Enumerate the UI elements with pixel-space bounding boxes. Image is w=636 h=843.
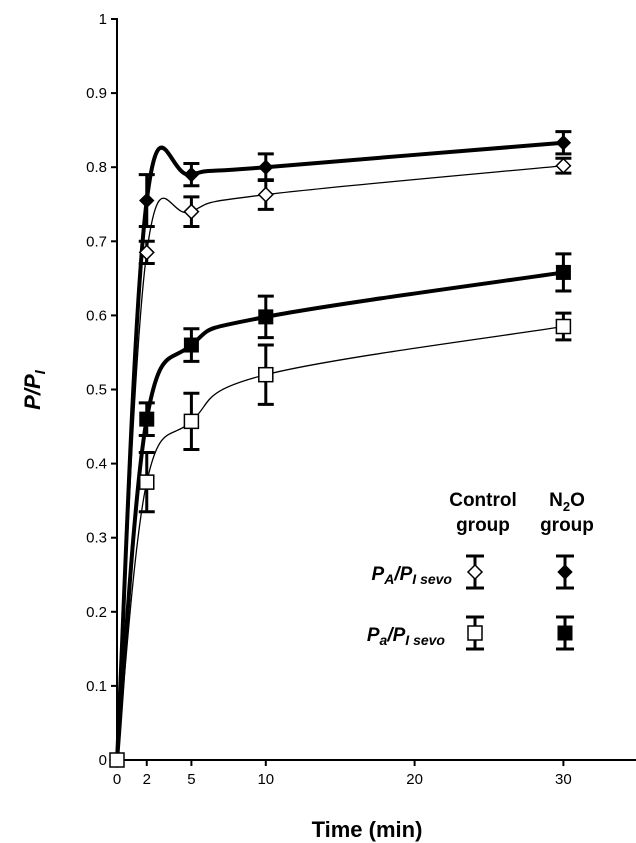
legend-symbol bbox=[556, 615, 574, 651]
series-line-1 bbox=[116, 165, 564, 761]
x-tick-label: 0 bbox=[113, 771, 121, 788]
x-tick-label: 2 bbox=[143, 771, 151, 788]
data-point bbox=[555, 135, 572, 151]
data-point bbox=[258, 159, 274, 175]
data-point bbox=[139, 192, 155, 209]
ticks: 00.10.20.30.40.50.60.70.80.910 2 5 10 20 30 bbox=[86, 11, 572, 788]
y-tick-label: 1 bbox=[99, 11, 107, 28]
legend-header-n2o-rest: O bbox=[570, 490, 585, 511]
legend-symbol bbox=[466, 615, 484, 651]
legend-marks bbox=[466, 554, 574, 651]
legend-row-pa-arterial-mid: /P bbox=[386, 625, 405, 646]
data-point bbox=[139, 474, 155, 490]
legend-marker bbox=[467, 625, 483, 641]
series-line-0 bbox=[115, 140, 564, 761]
y-tick-label: 0 bbox=[99, 752, 107, 769]
y-tick-label: 0.9 bbox=[86, 85, 107, 102]
legend-row-pa-arterial-sub-i: I sevo bbox=[405, 632, 445, 648]
data-point bbox=[258, 309, 274, 325]
legend-header-n2o-subscript: 2 bbox=[563, 499, 570, 514]
y-tick-label: 0.1 bbox=[86, 678, 107, 695]
legend-header-n2o-2: group bbox=[540, 515, 594, 536]
legend-row-pa-alveolar: PA/PI sevo bbox=[372, 564, 453, 587]
data-point bbox=[183, 413, 200, 430]
data-point bbox=[555, 318, 572, 335]
y-tick-label: 0.5 bbox=[86, 382, 107, 399]
legend-symbol bbox=[556, 554, 574, 590]
legend-header-control-2: group bbox=[456, 515, 510, 536]
legend-header-control-1: Control bbox=[449, 490, 517, 511]
data-point bbox=[555, 157, 572, 174]
data-point bbox=[183, 337, 199, 353]
legend-symbol bbox=[466, 554, 484, 590]
x-tick-label: 20 bbox=[406, 771, 423, 788]
series-line-3 bbox=[116, 325, 564, 761]
y-axis-label-subscript: I bbox=[32, 369, 49, 374]
y-tick-label: 0.7 bbox=[86, 233, 107, 250]
legend-header-n2o: N2O bbox=[549, 490, 585, 514]
legend-row-pa-arterial-sub-a: a bbox=[380, 632, 388, 648]
series-marks bbox=[108, 130, 572, 769]
series-lines bbox=[115, 140, 564, 761]
data-point bbox=[138, 244, 155, 261]
x-tick-label: 10 bbox=[257, 771, 274, 788]
legend-row-pa-arterial: Pa/PI sevo bbox=[367, 625, 446, 648]
data-point bbox=[183, 166, 200, 183]
y-tick-label: 0.6 bbox=[86, 307, 107, 324]
x-axis-label: Time (min) bbox=[312, 817, 423, 842]
legend: Control group N2O group PA/PI sevo Pa/PI… bbox=[367, 490, 594, 651]
legend-marker bbox=[557, 564, 573, 580]
y-tick-label: 0.2 bbox=[86, 604, 107, 621]
y-axis-label: P/PI bbox=[20, 369, 49, 409]
legend-marker bbox=[466, 563, 484, 581]
y-tick-label: 0.3 bbox=[86, 530, 107, 547]
y-tick-label: 0.4 bbox=[86, 456, 107, 473]
legend-row-pa-sub-i: I sevo bbox=[412, 571, 452, 587]
y-axis-label-p: P/P bbox=[20, 374, 45, 410]
y-tick-label: 0.8 bbox=[86, 159, 107, 176]
x-tick-label: 30 bbox=[555, 771, 572, 788]
data-point bbox=[139, 411, 155, 427]
legend-marker bbox=[557, 625, 573, 641]
x-tick-label: 5 bbox=[187, 771, 195, 788]
data-point bbox=[258, 366, 274, 383]
data-point bbox=[555, 264, 571, 280]
data-point bbox=[109, 752, 125, 768]
data-point bbox=[257, 186, 274, 203]
legend-row-pa-sub-a: A bbox=[383, 571, 394, 587]
data-point bbox=[183, 203, 200, 220]
legend-row-pa-mid: /P bbox=[393, 564, 412, 585]
